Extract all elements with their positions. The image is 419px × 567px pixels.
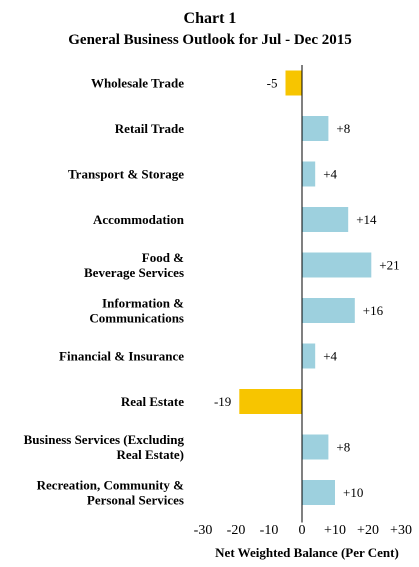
bar xyxy=(239,389,302,414)
category-label: Real Estate xyxy=(121,394,184,409)
category-label: Information & xyxy=(102,296,184,311)
chart-title: Chart 1 xyxy=(184,10,237,27)
category-label: Recreation, Community & xyxy=(37,478,185,493)
data-label: +14 xyxy=(356,212,377,227)
bar xyxy=(302,480,335,505)
bar xyxy=(302,161,316,187)
data-label: +4 xyxy=(323,349,337,364)
category-label: Wholesale Trade xyxy=(91,76,184,91)
x-tick-label: -20 xyxy=(227,523,246,538)
data-label: -19 xyxy=(214,394,231,409)
x-tick-label: -30 xyxy=(194,523,213,538)
data-label: +8 xyxy=(336,440,350,455)
bar xyxy=(302,252,372,278)
bar xyxy=(302,116,329,141)
chart-subtitle: General Business Outlook for Jul - Dec 2… xyxy=(68,32,351,48)
data-label: +21 xyxy=(379,258,399,273)
value-labels: -5 +8 +4 +14 +21 +16 +4 -19 +8 +10 xyxy=(214,76,400,501)
bar xyxy=(285,70,302,96)
x-tick-label: 0 xyxy=(299,523,306,538)
category-label-line2: Communications xyxy=(89,311,184,326)
bar xyxy=(302,298,355,323)
category-label: Accommodation xyxy=(93,212,185,227)
data-label: +10 xyxy=(343,485,363,500)
category-label-line2: Personal Services xyxy=(87,493,184,508)
category-label-line2: Real Estate) xyxy=(116,447,184,462)
category-label-line2: Beverage Services xyxy=(84,265,184,280)
x-tick-label: +30 xyxy=(390,523,412,538)
category-label: Food & xyxy=(142,250,184,265)
x-axis-label: Net Weighted Balance (Per Cent) xyxy=(215,545,399,560)
data-label: -5 xyxy=(267,76,278,91)
x-tick-label: +10 xyxy=(324,523,346,538)
x-axis-ticks: -30 -20 -10 0 +10 +20 +30 xyxy=(194,523,412,538)
category-label: Transport & Storage xyxy=(68,167,184,182)
bars-group xyxy=(239,70,372,505)
category-labels: Wholesale Trade Retail Trade Transport & S… xyxy=(24,76,185,508)
category-label: Financial & Insurance xyxy=(59,349,184,364)
x-tick-label: +20 xyxy=(357,523,379,538)
category-label: Business Services (Excluding xyxy=(24,432,185,447)
category-label: Retail Trade xyxy=(115,121,184,136)
x-tick-label: -10 xyxy=(260,523,279,538)
bar xyxy=(302,434,329,460)
bar xyxy=(302,207,349,232)
data-label: +4 xyxy=(323,167,337,182)
bar xyxy=(302,343,316,369)
data-label: +16 xyxy=(363,303,384,318)
data-label: +8 xyxy=(336,121,350,136)
